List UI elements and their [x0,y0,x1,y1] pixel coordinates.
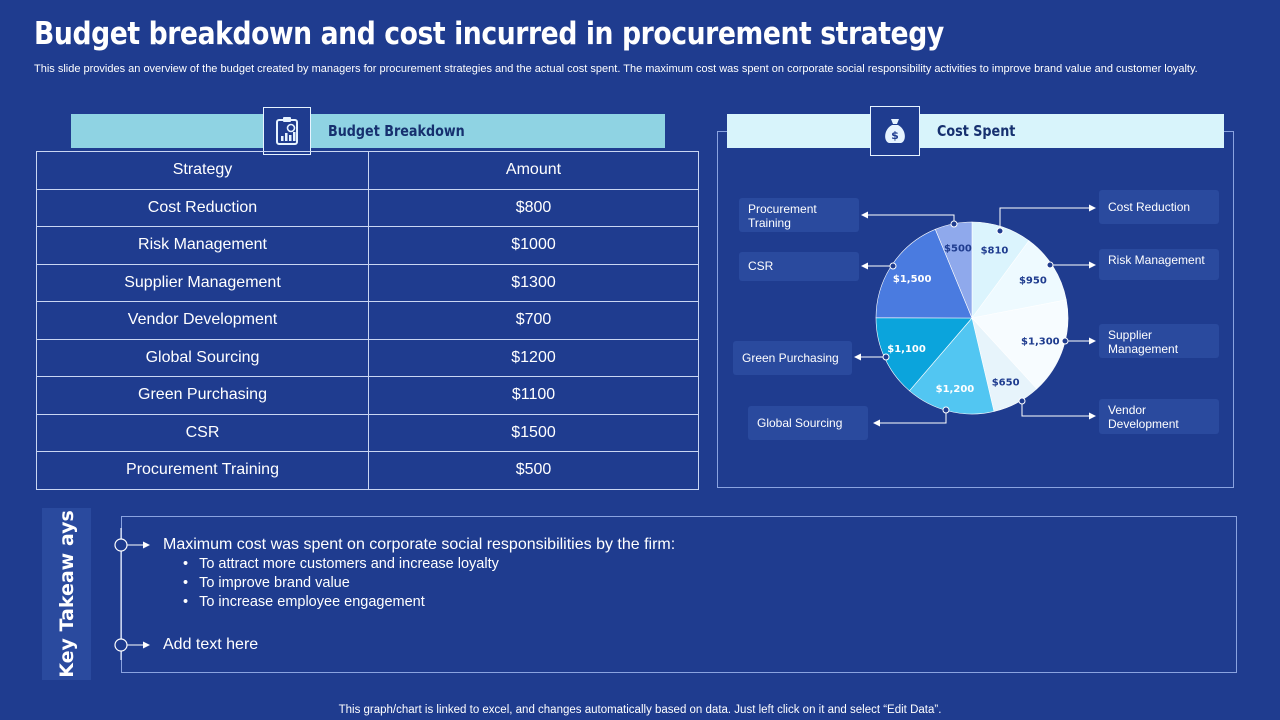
table-row: Vendor Development $700 [36,301,699,340]
budget-header-bar: Budget Breakdown [71,114,665,148]
amount-cell: $1100 [368,376,699,415]
amount-cell: $700 [368,301,699,340]
strategy-cell: CSR [36,413,369,452]
budget-header-label: Budget Breakdown [328,122,465,140]
strategy-cell: Global Sourcing [36,338,369,377]
callout-supplier-management: Supplier Management [1099,324,1219,358]
takeaway-bullet: To increase employee engagement [183,593,499,612]
callout-global-sourcing: Global Sourcing [748,406,868,440]
amount-cell: $500 [368,451,699,490]
key-takeaways-label: Key Takeaw ays [55,510,78,678]
strategy-cell: Vendor Development [36,301,369,340]
amount-cell: $1200 [368,338,699,377]
takeaway-bullet-list: To attract more customers and increase l… [183,555,499,612]
page-title: Budget breakdown and cost incurred in pr… [34,16,944,52]
table-row: Green Purchasing $1100 [36,376,699,415]
table-row: CSR $1500 [36,413,699,452]
strategy-cell: Supplier Management [36,263,369,302]
amount-cell: $1500 [368,413,699,452]
table-row: Procurement Training $500 [36,451,699,490]
table-row: Global Sourcing $1200 [36,338,699,377]
page-subtitle: This slide provides an overview of the b… [34,63,1198,75]
strategy-cell: Green Purchasing [36,376,369,415]
callout-procurement-training: Procurement Training [739,198,859,232]
cost-header-label: Cost Spent [937,122,1016,140]
cost-header-bar: Cost Spent [727,114,1224,148]
key-takeaways-tab: Key Takeaw ays [42,508,91,680]
takeaway-bullet: To improve brand value [183,574,499,593]
amount-cell: $800 [368,188,699,227]
amount-cell: $1300 [368,263,699,302]
svg-text:$: $ [891,129,899,142]
callout-csr: CSR [739,252,859,281]
strategy-cell: Risk Management [36,226,369,265]
report-clipboard-icon [263,107,311,155]
table-row: Cost Reduction $800 [36,188,699,227]
strategy-cell: Procurement Training [36,451,369,490]
column-header-strategy: Strategy [36,151,369,190]
footer-note: This graph/chart is linked to excel, and… [338,704,942,716]
callout-green-purchasing: Green Purchasing [733,341,852,375]
callout-vendor-development: Vendor Development [1099,399,1219,434]
table-row: Supplier Management $1300 [36,263,699,302]
takeaway-bullet: To attract more customers and increase l… [183,555,499,574]
takeaway-second-point[interactable]: Add text here [163,636,259,653]
budget-table: Strategy Amount Cost Reduction $800 Risk … [36,151,699,490]
callout-risk-management: Risk Management [1099,249,1219,280]
column-header-amount: Amount [368,151,699,190]
callout-cost-reduction: Cost Reduction [1099,190,1219,224]
takeaway-main-point: Maximum cost was spent on corporate soci… [163,536,676,553]
strategy-cell: Cost Reduction [36,188,369,227]
table-header-row: Strategy Amount [36,151,699,190]
amount-cell: $1000 [368,226,699,265]
money-bag-icon: $ [870,106,920,156]
table-row: Risk Management $1000 [36,226,699,265]
key-takeaways-box [121,516,1237,673]
